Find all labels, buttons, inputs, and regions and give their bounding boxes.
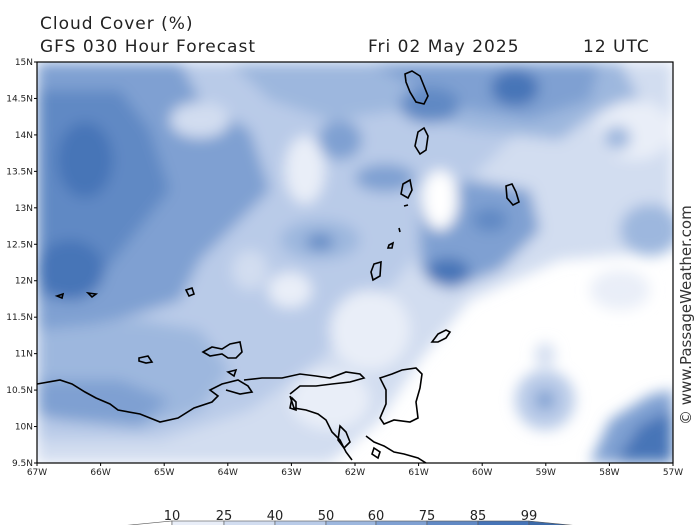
lon-label: 60W bbox=[472, 468, 492, 478]
lat-label: 11N bbox=[15, 350, 33, 360]
colorbar-swatch bbox=[171, 520, 225, 525]
colorbar-label: 60 bbox=[367, 509, 385, 524]
cloud-field bbox=[37, 62, 673, 463]
lon-label: 61W bbox=[408, 468, 428, 478]
lat-label: 11.5N bbox=[6, 313, 33, 323]
longitude-axis: 67W 66W 65W 64W 63W 62W 61W 60W 59W 58W 57W bbox=[27, 463, 683, 478]
lat-label: 13.5N bbox=[6, 167, 33, 177]
lon-label: 67W bbox=[27, 468, 47, 478]
colorbar-swatch bbox=[528, 520, 573, 525]
lat-label: 14.5N bbox=[6, 94, 33, 104]
lat-label: 9.5N bbox=[12, 459, 33, 469]
colorbar-swatch bbox=[274, 520, 327, 525]
colorbar-swatch bbox=[127, 520, 173, 525]
lon-label: 64W bbox=[218, 468, 238, 478]
colorbar-label: 99 bbox=[520, 509, 538, 524]
lat-label: 12N bbox=[15, 277, 33, 287]
colorbar-label: 85 bbox=[469, 509, 487, 524]
forecast-date: Fri 02 May 2025 bbox=[368, 37, 520, 57]
coastlines bbox=[37, 70, 520, 463]
watermark-label: © www.PassageWeather.com bbox=[678, 205, 695, 425]
colorbar-swatch bbox=[375, 520, 428, 525]
colorbar-label: 25 bbox=[215, 509, 233, 524]
lon-label: 63W bbox=[281, 468, 301, 478]
lon-label: 66W bbox=[90, 468, 110, 478]
lat-label: 13N bbox=[15, 204, 33, 214]
lat-label: 14N bbox=[15, 131, 33, 141]
colorbar-label: 40 bbox=[266, 509, 284, 524]
forecast-time: 12 UTC bbox=[583, 37, 650, 57]
lat-label: 10.5N bbox=[6, 386, 33, 396]
lon-label: 62W bbox=[345, 468, 365, 478]
colorbar-label: 10 bbox=[163, 509, 181, 524]
lon-label: 57W bbox=[663, 468, 683, 478]
latitude-axis: 15N 14.5N 14N 13.5N 13N 12.5N 12N 11.5N 11N 10.5N… bbox=[6, 58, 37, 469]
colorbar-swatch bbox=[477, 520, 530, 525]
lat-label: 12.5N bbox=[6, 240, 33, 250]
lon-label: 65W bbox=[154, 468, 174, 478]
chart-title: Cloud Cover (%) bbox=[40, 14, 194, 34]
lat-label: 10N bbox=[15, 423, 33, 433]
colorbar-label: 50 bbox=[317, 509, 335, 524]
forecast-label: GFS 030 Hour Forecast bbox=[40, 37, 256, 57]
colorbar-swatch bbox=[426, 520, 479, 525]
lon-label: 59W bbox=[536, 468, 556, 478]
colorbar-swatch bbox=[325, 520, 377, 525]
lon-label: 58W bbox=[599, 468, 619, 478]
watermark-text: © www.PassageWeather.com bbox=[678, 205, 695, 425]
colorbar-swatch bbox=[223, 520, 276, 525]
colorbar-label: 75 bbox=[418, 509, 436, 524]
lat-label: 15N bbox=[15, 58, 33, 68]
colorbar bbox=[127, 520, 573, 525]
